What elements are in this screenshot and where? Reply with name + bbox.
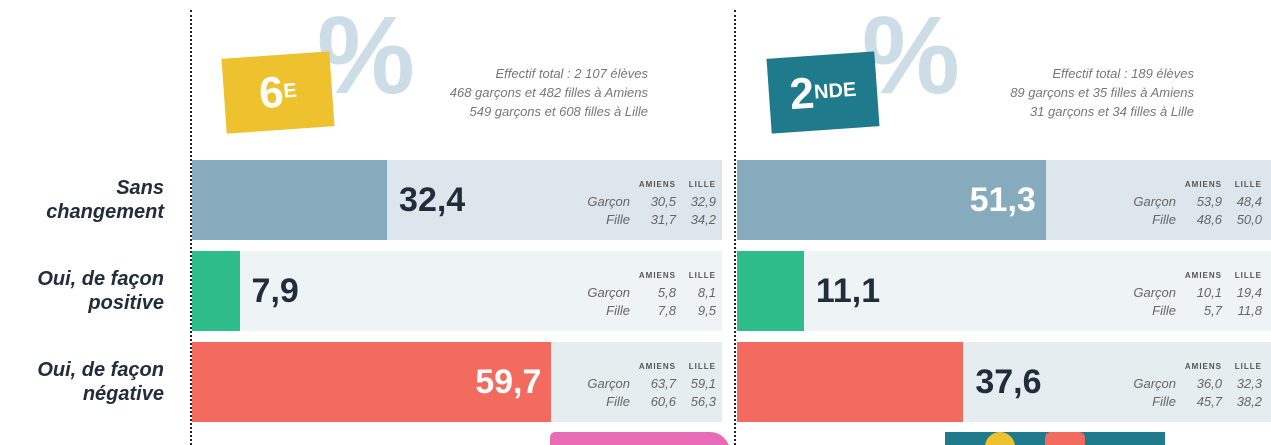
breakdown-row-label: Fille [606, 394, 630, 409]
badge-text: 6 [257, 67, 286, 118]
breakdown-value: 50,0 [1236, 212, 1262, 227]
note: 549 garçons et 608 filles à Lille [469, 104, 648, 119]
value-label: 11,1 [815, 272, 881, 310]
breakdown-header: AMIENS [1184, 180, 1222, 189]
value-label: 32,4 [399, 181, 466, 219]
breakdown-row-label: Fille [606, 303, 630, 318]
breakdown-header: LILLE [688, 180, 716, 189]
value-label: 37,6 [975, 363, 1042, 401]
note: 31 garçons et 34 filles à Lille [1029, 104, 1194, 119]
breakdown-value: 60,6 [650, 394, 676, 409]
percent-symbol: % [862, 0, 960, 117]
breakdown-header: LILLE [688, 362, 716, 371]
bar [737, 251, 804, 331]
bar [737, 342, 964, 422]
breakdown-header: LILLE [1234, 271, 1262, 280]
bar [192, 342, 552, 422]
breakdown-value: 45,7 [1196, 394, 1222, 409]
breakdown-row-label: Garçon [587, 285, 630, 300]
breakdown-header: AMIENS [638, 180, 676, 189]
breakdown-header: AMIENS [638, 362, 676, 371]
breakdown-value: 5,7 [1203, 303, 1222, 318]
note: 468 garçons et 482 filles à Amiens [449, 85, 648, 100]
row-bg [192, 251, 722, 331]
bar [192, 251, 240, 331]
breakdown-value: 8,1 [697, 285, 716, 300]
breakdown-row-label: Garçon [1133, 376, 1176, 391]
note: 89 garçons et 35 filles à Amiens [1010, 85, 1194, 100]
breakdown-header: LILLE [688, 271, 716, 280]
breakdown-header: AMIENS [638, 271, 676, 280]
row-label: Oui, de façon négative [37, 359, 164, 405]
divider [734, 10, 736, 445]
bar [737, 160, 1046, 240]
breakdown-value: 31,7 [650, 212, 676, 227]
breakdown-row-label: Garçon [587, 194, 630, 209]
breakdown-value: 5,8 [657, 285, 676, 300]
breakdown-value: 19,4 [1236, 285, 1262, 300]
value-label: 7,9 [251, 272, 299, 310]
breakdown-value: 63,7 [650, 376, 676, 391]
breakdown-row-label: Fille [1152, 394, 1176, 409]
row-label: Oui, de façon positive [37, 268, 164, 314]
badge-sup: E [282, 79, 298, 103]
breakdown-value: 32,3 [1236, 376, 1262, 391]
decoration [985, 432, 1015, 445]
badge-sup: NDE [813, 78, 858, 104]
breakdown-value: 48,6 [1196, 212, 1222, 227]
row-label: Sans changement [46, 177, 164, 223]
value-label: 59,7 [475, 363, 542, 401]
breakdown-value: 11,8 [1237, 303, 1262, 318]
breakdown-value: 48,4 [1236, 194, 1262, 209]
badge: 2 NDE [766, 51, 880, 134]
note: Effectif total : 189 élèves [1052, 66, 1194, 81]
breakdown-row-label: Fille [1152, 303, 1176, 318]
breakdown-row-label: Fille [1152, 212, 1176, 227]
breakdown-value: 30,5 [650, 194, 676, 209]
breakdown-value: 32,9 [690, 194, 716, 209]
breakdown-value: 56,3 [690, 394, 716, 409]
breakdown-row-label: Garçon [1133, 194, 1176, 209]
percent-symbol: % [317, 0, 415, 117]
breakdown-value: 59,1 [690, 376, 716, 391]
breakdown-value: 38,2 [1236, 394, 1262, 409]
breakdown-header: LILLE [1234, 180, 1262, 189]
breakdown-header: AMIENS [1184, 362, 1222, 371]
breakdown-row-label: Garçon [587, 376, 630, 391]
breakdown-value: 9,5 [697, 303, 716, 318]
value-label: 51,3 [969, 181, 1036, 219]
breakdown-value: 53,9 [1196, 194, 1222, 209]
breakdown-row-label: Garçon [1133, 285, 1176, 300]
breakdown-header: AMIENS [1184, 271, 1222, 280]
breakdown-value: 7,8 [657, 303, 676, 318]
decoration [550, 432, 730, 445]
row-bg [737, 251, 1271, 331]
decoration [1045, 432, 1085, 445]
badge-text: 2 [787, 68, 816, 119]
breakdown-value: 10,1 [1196, 285, 1222, 300]
breakdown-value: 34,2 [690, 212, 716, 227]
divider [190, 10, 192, 445]
breakdown-row-label: Fille [606, 212, 630, 227]
note: Effectif total : 2 107 élèves [495, 66, 648, 81]
bar [192, 160, 388, 240]
breakdown-header: LILLE [1234, 362, 1262, 371]
breakdown-value: 36,0 [1196, 376, 1222, 391]
